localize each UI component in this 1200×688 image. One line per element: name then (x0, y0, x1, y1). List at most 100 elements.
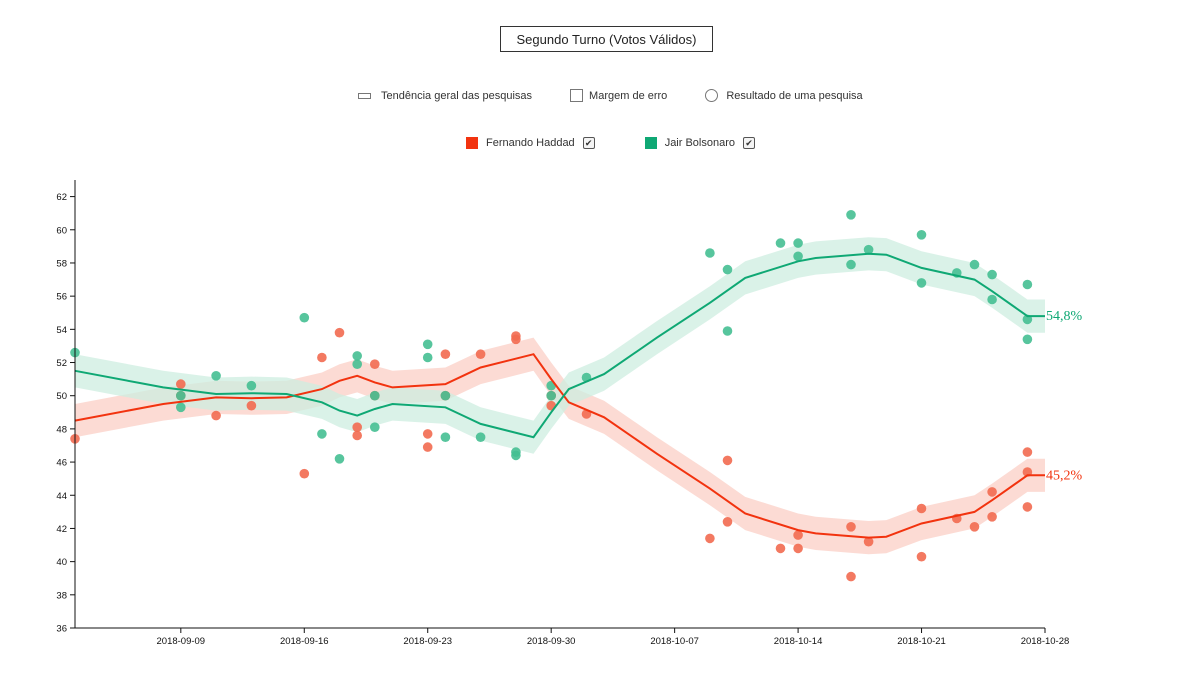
trend-line-bolsonaro (74, 252, 1045, 439)
series-toggle-bolsonaro[interactable]: Jair Bolsonaro ✔ (644, 137, 756, 149)
poll-point-bolsonaro (916, 278, 927, 288)
margin-band-haddad (75, 337, 1045, 555)
poll-point-bolsonaro (334, 454, 345, 464)
poll-point-bolsonaro (511, 447, 521, 457)
poll-point-haddad (370, 359, 380, 370)
bolsonaro-checkbox[interactable]: ✔ (743, 137, 756, 149)
poll-point-bolsonaro (846, 210, 856, 220)
poll-point-haddad (987, 487, 997, 497)
poll-point-bolsonaro (440, 390, 451, 401)
y-tick-label: 58 (56, 258, 67, 269)
y-tick-label: 36 (56, 624, 67, 635)
bolsonaro-color-swatch (644, 137, 657, 149)
legend-margin: Margem de erro (570, 89, 667, 102)
trend-line-haddad (74, 353, 1045, 539)
y-tick-label: 60 (56, 225, 67, 236)
poll-point-haddad (916, 551, 927, 562)
poll-point-bolsonaro (246, 380, 257, 391)
poll-point-haddad (969, 522, 980, 532)
y-tick-label: 42 (56, 524, 67, 535)
poll-point-bolsonaro (969, 259, 980, 270)
poll-circle-icon (705, 89, 719, 102)
end-label-bolsonaro: 54,8% (1046, 309, 1083, 324)
poll-point-haddad (299, 468, 310, 479)
y-tick-label: 54 (56, 325, 67, 336)
poll-point-haddad (775, 543, 786, 554)
x-tick-label: 2018-10-14 (774, 636, 823, 647)
y-tick-label: 50 (56, 391, 67, 402)
chart-title: Segundo Turno (Votos Válidos) (500, 26, 713, 52)
poll-point-haddad (511, 334, 521, 345)
poll-point-haddad (987, 512, 997, 522)
poll-point-bolsonaro (863, 244, 874, 255)
poll-point-haddad (722, 455, 733, 466)
poll-point-bolsonaro (299, 312, 310, 323)
poll-point-bolsonaro (793, 238, 803, 248)
y-tick-label: 62 (56, 192, 67, 203)
poll-point-haddad (705, 533, 715, 544)
poll-point-bolsonaro (475, 432, 486, 443)
poll-point-bolsonaro (722, 326, 733, 336)
x-tick-label: 2018-10-28 (1021, 636, 1070, 647)
poll-point-haddad (440, 349, 451, 360)
poll-point-haddad (246, 400, 257, 411)
poll-point-haddad (863, 536, 874, 547)
legend-trend-label: Tendência geral das pesquisas (381, 89, 533, 102)
poll-point-bolsonaro (317, 429, 327, 439)
poll-point-haddad (1022, 502, 1033, 512)
legend-symbols: Tendência geral das pesquisas Margem de … (358, 89, 901, 102)
poll-point-bolsonaro (176, 390, 186, 401)
poll-point-haddad (722, 517, 733, 527)
poll-point-bolsonaro (352, 351, 363, 361)
poll-point-haddad (422, 429, 433, 439)
x-tick-label: 2018-10-21 (897, 636, 946, 647)
x-tick-label: 2018-10-07 (650, 636, 699, 647)
poll-point-bolsonaro (422, 339, 433, 350)
poll-point-haddad (352, 422, 363, 433)
x-tick-label: 2018-09-23 (403, 636, 452, 647)
poll-point-bolsonaro (370, 422, 380, 433)
poll-point-haddad (916, 503, 927, 514)
series-toggles: Fernando Haddad ✔ Jair Bolsonaro ✔ (466, 137, 793, 149)
series-toggle-haddad[interactable]: Fernando Haddad ✔ (466, 137, 595, 149)
poll-point-haddad (475, 349, 486, 360)
poll-point-haddad (422, 442, 433, 452)
poll-point-bolsonaro (775, 238, 786, 248)
legend-margin-label: Margem de erro (589, 89, 668, 102)
poll-point-haddad (317, 352, 327, 363)
y-tick-label: 44 (56, 491, 67, 502)
x-tick-label: 2018-09-16 (280, 636, 329, 647)
poll-point-haddad (846, 522, 856, 532)
y-tick-label: 46 (56, 458, 67, 469)
legend-trend: Tendência geral das pesquisas (358, 90, 532, 102)
legend-poll: Resultado de uma pesquisa (705, 89, 863, 102)
y-tick-label: 40 (56, 557, 67, 568)
poll-point-haddad (334, 327, 345, 338)
legend-poll-label: Resultado de uma pesquisa (726, 89, 863, 102)
margin-band-bolsonaro (75, 237, 1045, 454)
poll-point-bolsonaro (440, 432, 451, 443)
poll-point-haddad (211, 410, 221, 421)
poll-point-bolsonaro (987, 294, 997, 305)
margin-band-icon (570, 89, 584, 102)
poll-point-bolsonaro (352, 359, 363, 370)
poll-point-haddad (793, 543, 803, 554)
poll-point-bolsonaro (705, 248, 715, 258)
y-tick-label: 56 (56, 292, 67, 303)
poll-point-bolsonaro (1022, 279, 1033, 290)
poll-point-haddad (1022, 447, 1033, 457)
poll-point-bolsonaro (211, 371, 221, 381)
x-tick-label: 2018-09-09 (157, 636, 206, 647)
poll-point-bolsonaro (1022, 334, 1033, 345)
poll-point-bolsonaro (722, 264, 733, 275)
poll-point-haddad (846, 571, 856, 582)
haddad-checkbox[interactable]: ✔ (582, 137, 595, 149)
poll-point-bolsonaro (422, 352, 433, 363)
poll-point-bolsonaro (916, 230, 927, 240)
poll-point-bolsonaro (793, 251, 803, 262)
poll-point-bolsonaro (370, 390, 380, 401)
poll-point-bolsonaro (176, 402, 186, 413)
series-toggle-label: Jair Bolsonaro (664, 137, 736, 149)
poll-point-bolsonaro (987, 269, 997, 280)
poll-point-bolsonaro (846, 259, 856, 270)
